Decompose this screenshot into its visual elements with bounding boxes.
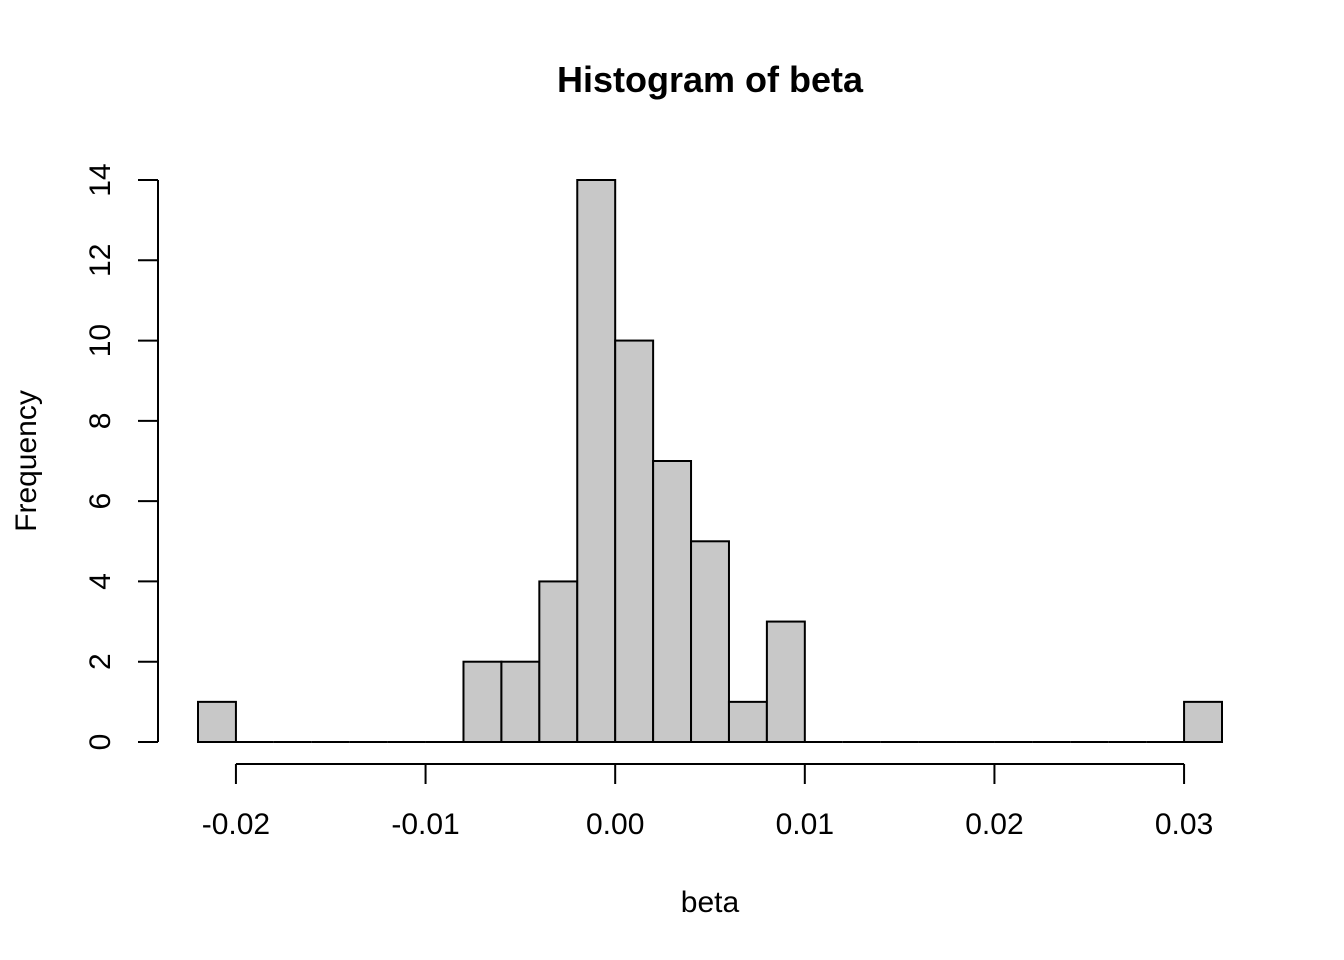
histogram-bar-15 bbox=[765, 620, 806, 744]
histogram-bar-8 bbox=[500, 660, 541, 744]
histogram-bar-12 bbox=[652, 460, 693, 743]
y-tick-label-6: 12 bbox=[84, 244, 117, 277]
histogram-bar-11 bbox=[614, 339, 655, 743]
histogram-bar-7 bbox=[462, 660, 503, 744]
y-axis: 0 2 4 6 8 10 12 14 bbox=[84, 163, 159, 751]
histogram-bar-9 bbox=[538, 580, 579, 743]
y-axis-label: Frequency bbox=[10, 390, 43, 532]
histogram-bar-26 bbox=[1183, 700, 1223, 743]
x-tick-label-1: -0.01 bbox=[391, 808, 459, 841]
x-tick-label-3: 0.01 bbox=[776, 808, 834, 841]
y-tick-label-2: 4 bbox=[84, 573, 117, 590]
x-tick-label-2: 0.00 bbox=[586, 808, 644, 841]
histogram-bars bbox=[197, 179, 1223, 744]
y-tick-label-5: 10 bbox=[84, 324, 117, 357]
chart-title: Histogram of beta bbox=[557, 59, 864, 100]
histogram-bar-0 bbox=[197, 700, 237, 743]
y-tick-label-7: 14 bbox=[84, 163, 117, 196]
histogram-bar-10 bbox=[576, 179, 617, 743]
y-tick-label-4: 8 bbox=[84, 413, 117, 430]
y-tick-label-1: 2 bbox=[84, 653, 117, 670]
x-tick-label-0: -0.02 bbox=[202, 808, 270, 841]
x-tick-label-4: 0.02 bbox=[965, 808, 1023, 841]
histogram-bar-13 bbox=[690, 540, 730, 743]
x-tick-label-5: 0.03 bbox=[1155, 808, 1213, 841]
histogram-bar-14 bbox=[727, 700, 768, 743]
y-tick-label-3: 6 bbox=[84, 493, 117, 510]
x-axis-label: beta bbox=[681, 886, 740, 919]
y-tick-label-0: 0 bbox=[84, 734, 117, 751]
x-axis: -0.02 -0.01 0.00 0.01 0.02 0.03 bbox=[202, 763, 1213, 841]
